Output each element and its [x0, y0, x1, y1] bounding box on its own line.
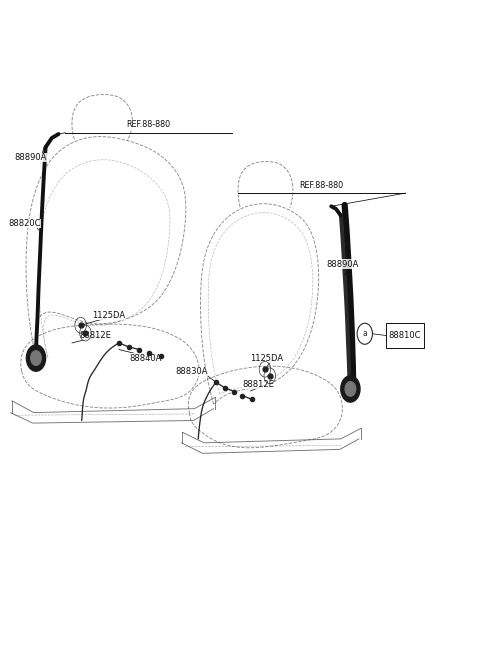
Circle shape	[31, 351, 41, 365]
Circle shape	[345, 382, 356, 396]
Circle shape	[341, 376, 360, 402]
FancyBboxPatch shape	[386, 323, 424, 348]
Text: REF.88-880: REF.88-880	[300, 181, 344, 190]
Text: REF.88-880: REF.88-880	[127, 120, 171, 129]
Text: 88812E: 88812E	[79, 330, 111, 340]
Text: 88820C: 88820C	[9, 219, 41, 228]
Text: 88890A: 88890A	[14, 153, 47, 162]
Text: a: a	[362, 329, 367, 338]
Text: 88810C: 88810C	[389, 331, 421, 340]
Text: 88830A: 88830A	[175, 367, 208, 376]
Circle shape	[26, 345, 46, 371]
Text: 88840A: 88840A	[130, 353, 162, 363]
Text: 88890A: 88890A	[326, 260, 359, 269]
Text: 88812E: 88812E	[242, 380, 274, 389]
Text: 1125DA: 1125DA	[250, 353, 283, 363]
Text: 1125DA: 1125DA	[92, 311, 125, 320]
